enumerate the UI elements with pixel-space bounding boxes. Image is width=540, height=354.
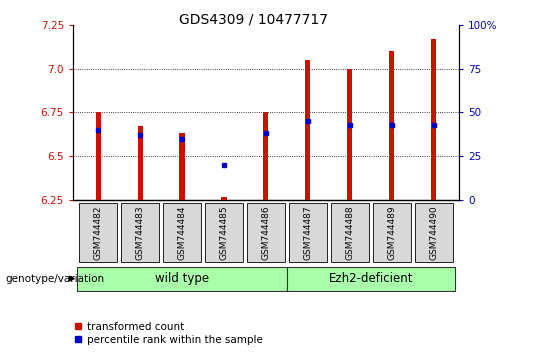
Text: GSM744486: GSM744486 <box>261 205 271 260</box>
Text: GSM744490: GSM744490 <box>429 205 438 260</box>
Text: Ezh2-deficient: Ezh2-deficient <box>329 272 413 285</box>
Bar <box>347 69 353 200</box>
Bar <box>306 60 310 200</box>
Text: GSM744483: GSM744483 <box>136 205 145 260</box>
FancyBboxPatch shape <box>205 203 243 263</box>
Bar <box>389 51 394 200</box>
FancyBboxPatch shape <box>163 203 201 263</box>
Bar <box>221 196 226 200</box>
FancyBboxPatch shape <box>79 203 117 263</box>
Text: GSM744482: GSM744482 <box>93 206 103 260</box>
Bar <box>264 113 268 200</box>
Text: wild type: wild type <box>155 272 209 285</box>
Text: GSM744488: GSM744488 <box>346 205 354 260</box>
Text: GSM744487: GSM744487 <box>303 205 313 260</box>
FancyBboxPatch shape <box>121 203 159 263</box>
FancyBboxPatch shape <box>289 203 327 263</box>
Bar <box>96 113 100 200</box>
FancyBboxPatch shape <box>287 267 455 291</box>
Text: GSM744484: GSM744484 <box>178 206 186 260</box>
Legend: transformed count, percentile rank within the sample: transformed count, percentile rank withi… <box>70 317 267 349</box>
FancyBboxPatch shape <box>331 203 369 263</box>
Text: GDS4309 / 10477717: GDS4309 / 10477717 <box>179 12 328 27</box>
FancyBboxPatch shape <box>373 203 411 263</box>
Text: GSM744485: GSM744485 <box>219 205 228 260</box>
FancyBboxPatch shape <box>247 203 285 263</box>
Bar <box>179 133 185 200</box>
Text: genotype/variation: genotype/variation <box>5 274 105 284</box>
FancyBboxPatch shape <box>77 267 287 291</box>
Bar <box>138 126 143 200</box>
FancyBboxPatch shape <box>415 203 453 263</box>
Text: GSM744489: GSM744489 <box>387 205 396 260</box>
Bar <box>431 39 436 200</box>
